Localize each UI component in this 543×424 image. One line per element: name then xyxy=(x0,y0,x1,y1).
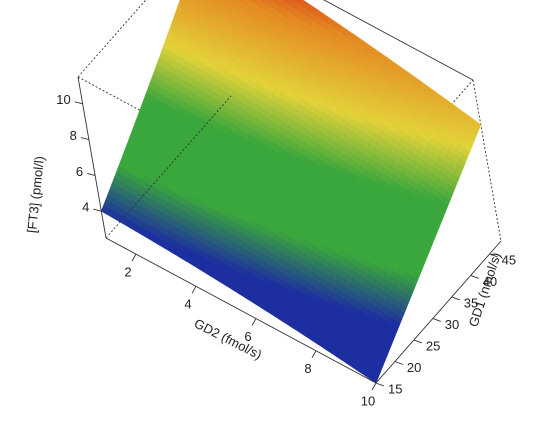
box-edge xyxy=(323,0,474,81)
y-tick xyxy=(489,253,498,258)
z-tick xyxy=(80,137,89,141)
y-tick-label: 15 xyxy=(388,381,402,396)
z-tick xyxy=(74,101,83,105)
z-tick-label: 10 xyxy=(56,92,70,107)
x-tick-label: 4 xyxy=(184,297,191,312)
y-tick xyxy=(413,339,423,344)
z-tick-label: 8 xyxy=(70,128,77,143)
y-tick-label: 45 xyxy=(502,252,516,267)
x-tick xyxy=(371,382,377,391)
x-tick-label: 10 xyxy=(361,393,375,408)
box-edge xyxy=(472,79,502,242)
y-tick-label: 30 xyxy=(445,317,459,332)
z-axis-label: [FT3] (pmol/l) xyxy=(24,155,47,233)
y-tick-label: 25 xyxy=(426,338,440,353)
x-tick xyxy=(131,253,137,262)
z-tick-label: 6 xyxy=(76,164,83,179)
z-tick-label: 4 xyxy=(82,200,89,215)
x-tick xyxy=(191,286,197,294)
box-edge xyxy=(375,240,502,384)
y-tick-label: 35 xyxy=(464,295,478,310)
box-edge xyxy=(105,95,232,239)
surface-mesh xyxy=(100,0,482,384)
y-tick xyxy=(375,382,385,387)
x-tick xyxy=(251,318,257,326)
box-edge xyxy=(105,237,377,384)
y-tick xyxy=(451,296,460,301)
z-tick xyxy=(87,172,96,176)
z-tick xyxy=(93,208,102,212)
x-tick-label: 2 xyxy=(124,265,131,280)
y-tick-label: 20 xyxy=(407,360,421,375)
x-tick-label: 8 xyxy=(304,361,311,376)
y-tick xyxy=(470,275,479,279)
x-tick-label: 6 xyxy=(244,329,251,344)
y-tick xyxy=(394,361,404,365)
y-tick-label: 40 xyxy=(483,274,497,289)
axis-ticks: 2 4 6 8 10 15 20 25 30 35 40 45 4 6 8 10 xyxy=(56,92,516,408)
x-tick xyxy=(311,350,317,359)
y-axis-label: GD1 (nmol/s) xyxy=(466,251,504,329)
y-tick xyxy=(432,318,441,322)
